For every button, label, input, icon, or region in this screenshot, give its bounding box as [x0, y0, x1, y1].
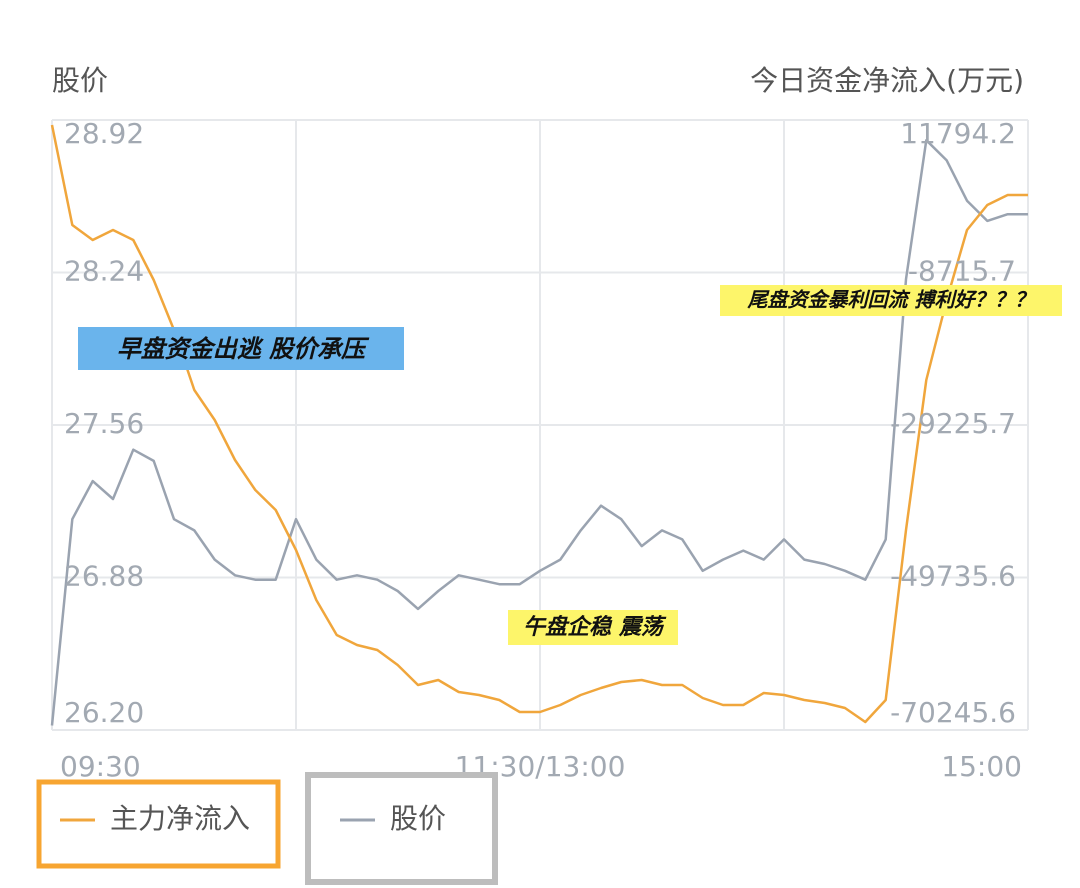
y2-tick-label: -29225.7 — [890, 407, 1016, 440]
lines — [50, 124, 1028, 726]
annotation: 尾盘资金暴利回流 搏利好？？？ — [720, 285, 1062, 316]
y-tick-label: 27.56 — [64, 407, 144, 440]
annotation: 午盘企稳 震荡 — [508, 610, 678, 645]
annotation: 早盘资金出逃 股价承压 — [78, 327, 404, 370]
legend-label: 主力净流入 — [110, 802, 250, 835]
y2-tick-label: 11794.2 — [900, 117, 1016, 150]
annotation-text: 尾盘资金暴利回流 搏利好？？？ — [747, 288, 1035, 312]
x-tick-label: 11:30/13:00 — [455, 750, 626, 783]
y-tick-label: 28.24 — [64, 255, 144, 288]
annotation-box — [508, 610, 678, 645]
y-tick-label: 28.92 — [64, 117, 144, 150]
y-tick-label: 26.20 — [64, 696, 144, 729]
left-axis-title: 股价 — [52, 64, 108, 97]
annotation-text: 早盘资金出逃 股价承压 — [117, 335, 370, 363]
series-line — [50, 138, 1028, 726]
annotation-box — [720, 285, 1062, 316]
y2-tick-label: -49735.6 — [890, 559, 1016, 592]
legend-item[interactable]: 股价 — [305, 772, 498, 885]
series-line — [50, 124, 1028, 724]
annotation-box — [78, 327, 404, 370]
legend-label: 股价 — [390, 802, 446, 835]
x-tick-label: 09:30 — [60, 750, 141, 783]
y-tick-label: 26.88 — [64, 560, 144, 593]
grid — [52, 119, 1028, 731]
annotation-text: 午盘企稳 震荡 — [523, 614, 667, 640]
y2-tick-label: -70245.6 — [890, 696, 1016, 729]
legend-highlight — [36, 779, 281, 869]
legend-item[interactable]: 主力净流入 — [36, 779, 281, 869]
legend-highlight — [305, 772, 498, 885]
right-axis-title: 今日资金净流入(万元) — [750, 64, 1024, 97]
y2-tick-label: -8715.7 — [908, 254, 1016, 287]
x-tick-label: 15:00 — [941, 750, 1022, 783]
